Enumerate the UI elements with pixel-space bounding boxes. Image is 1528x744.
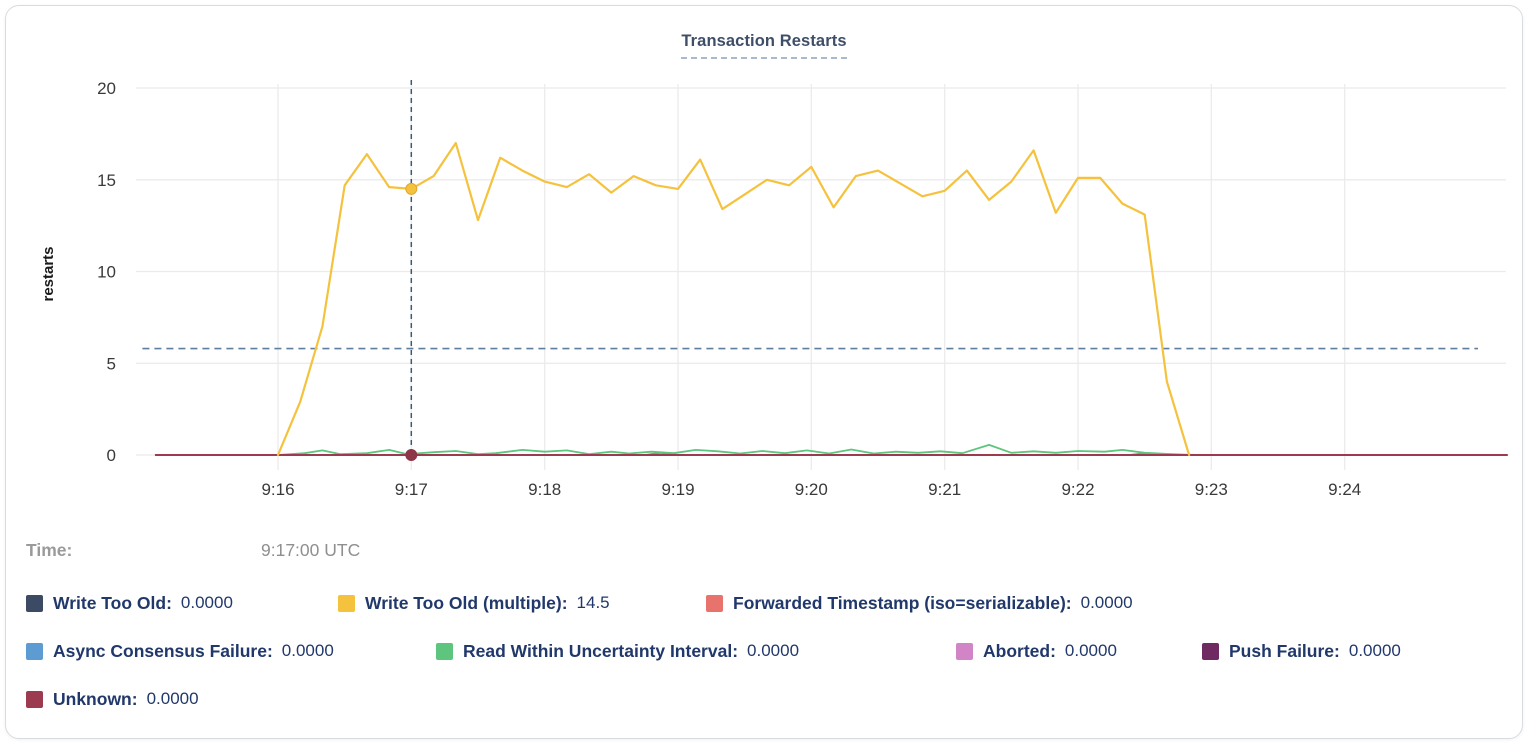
legend-value: 0.0000 — [180, 593, 233, 612]
legend-value: 0.0000 — [146, 689, 199, 708]
legend-label: Unknown: — [53, 688, 138, 709]
legend-swatch — [26, 690, 43, 708]
legend-label: Async Consensus Failure: — [53, 640, 273, 661]
legend-item: Push Failure: 0.0000 — [1202, 638, 1401, 664]
x-tick-label: 9:20 — [795, 480, 828, 499]
x-tick-label: 9:21 — [928, 480, 961, 499]
legend-item: Unknown: 0.0000 — [26, 686, 199, 712]
legend-value: 0.0000 — [1064, 641, 1117, 660]
x-tick-label: 9:17 — [395, 480, 428, 499]
x-tick-label: 9:22 — [1061, 480, 1094, 499]
legend-row-3: Unknown: 0.0000 — [6, 686, 1522, 716]
legend-swatch — [26, 594, 43, 612]
series-line — [277, 443, 1202, 456]
legend-swatch — [956, 642, 973, 660]
series-line — [276, 141, 1191, 457]
chart-title: Transaction Restarts — [681, 32, 847, 59]
legend-item: Aborted: 0.0000 — [956, 638, 1117, 664]
legend-label: Write Too Old: — [53, 592, 172, 613]
legend-item: Write Too Old (multiple): 14.5 — [338, 590, 610, 616]
legend-value: 14.5 — [576, 593, 610, 612]
tooltip-time-value: 9:17:00 UTC — [261, 540, 361, 560]
y-tick-label: 0 — [107, 446, 116, 465]
legend-swatch — [1202, 642, 1219, 660]
legend-item: Async Consensus Failure: 0.0000 — [26, 638, 334, 664]
legend-swatch — [706, 594, 723, 612]
legend-row-1: Write Too Old: 0.0000 Write Too Old (multi… — [6, 590, 1522, 620]
legend-label: Forwarded Timestamp (iso=serializable): — [733, 592, 1072, 613]
x-tick-label: 9:19 — [661, 480, 694, 499]
legend-swatch — [436, 642, 453, 660]
legend-item: Write Too Old: 0.0000 — [26, 590, 233, 616]
y-axis-label: restarts — [40, 246, 57, 301]
legend-swatch — [26, 642, 43, 660]
legend-item: Forwarded Timestamp (iso=serializable): 0… — [706, 590, 1133, 616]
legend-value: 0.0000 — [281, 641, 334, 660]
legend-value: 0.0000 — [747, 641, 800, 660]
legend-value: 0.0000 — [1348, 641, 1401, 660]
legend-label: Read Within Uncertainty Interval: — [463, 640, 739, 661]
y-tick-label: 15 — [97, 171, 116, 190]
legend-item: Read Within Uncertainty Interval: 0.0000 — [436, 638, 799, 664]
y-tick-label: 20 — [97, 79, 116, 98]
tooltip-time-row: Time: 9:17:00 UTC — [6, 536, 1522, 566]
hover-point-marker — [405, 449, 418, 461]
y-tick-label: 10 — [97, 263, 116, 282]
legend-label: Write Too Old (multiple): — [365, 592, 568, 613]
tooltip-time-label: Time: — [26, 540, 73, 560]
hover-point-marker — [405, 182, 418, 195]
legend-label: Push Failure: — [1229, 640, 1340, 661]
transaction-restarts-chart[interactable]: 0 5 10 15 20 9:16 9:17 9:18 9:19 9:20 9:21 9:22 9:23… — [6, 61, 1523, 516]
legend-row-2: Async Consensus Failure: 0.0000 Read Withi… — [6, 638, 1522, 668]
chart-title-wrap: Transaction Restarts — [6, 32, 1522, 59]
legend-swatch — [338, 594, 355, 612]
legend-label: Aborted: — [983, 640, 1056, 661]
legend-value: 0.0000 — [1080, 593, 1133, 612]
metrics-chart-card: Transaction Restarts 0 5 10 15 20 9:16 9:17 9:1… — [5, 5, 1523, 739]
y-tick-label: 5 — [107, 354, 116, 373]
x-tick-label: 9:23 — [1195, 480, 1228, 499]
x-tick-label: 9:18 — [528, 480, 561, 499]
x-tick-label: 9:24 — [1328, 480, 1361, 499]
x-tick-label: 9:16 — [261, 480, 294, 499]
